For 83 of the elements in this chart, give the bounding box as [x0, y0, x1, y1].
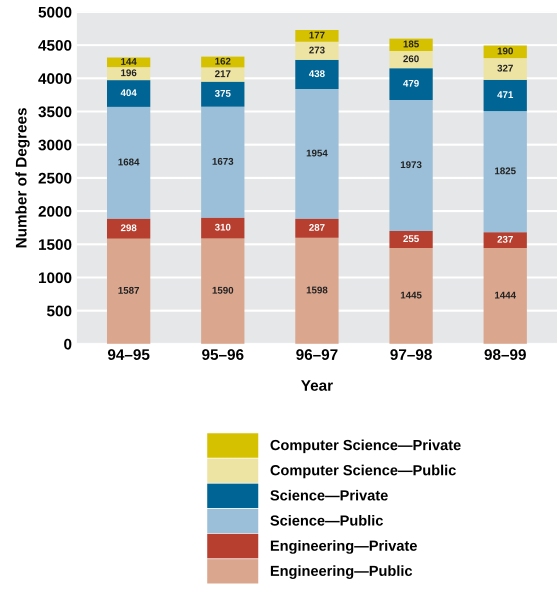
data-label: 1684: [118, 158, 140, 166]
y-tick-label: 3500: [38, 106, 72, 118]
bar: [389, 38, 433, 51]
bar: [484, 232, 527, 248]
legend-label: Science—Private: [270, 490, 388, 501]
data-label: 255: [403, 235, 419, 242]
legend-label: Engineering—Private: [270, 540, 417, 554]
x-tick-label: 94–95: [108, 349, 150, 360]
bar: [389, 248, 433, 344]
data-label: 1673: [212, 158, 234, 165]
data-label: 404: [120, 89, 137, 96]
bar: [106, 106, 150, 219]
bar: [201, 238, 244, 344]
bar: [484, 248, 527, 344]
data-label: 1587: [118, 286, 140, 294]
data-label: 260: [403, 55, 419, 62]
data-label: 375: [214, 90, 231, 97]
data-label: 1973: [400, 161, 422, 168]
bar: [295, 218, 339, 238]
data-label: 471: [497, 91, 514, 98]
y-tick-label: 4500: [38, 40, 72, 51]
data-label: 217: [215, 70, 230, 78]
data-label: 190: [498, 48, 513, 54]
data-label: 1445: [400, 292, 422, 299]
data-label: 1954: [306, 150, 328, 156]
data-label: 237: [497, 236, 513, 243]
bar: [295, 42, 339, 60]
bar: [389, 68, 433, 100]
bar: [106, 67, 150, 80]
y-axis-title: Number of Degrees: [15, 108, 30, 248]
bar: [389, 100, 433, 232]
data-label: 310: [214, 224, 230, 231]
bar: [295, 30, 339, 42]
data-label: 1598: [306, 286, 328, 294]
y-tick-label: 3000: [38, 140, 72, 150]
y-tick-label: 4000: [38, 73, 72, 84]
bar: [484, 111, 527, 232]
x-tick-label: 96–97: [296, 349, 338, 360]
bar: [201, 106, 244, 218]
data-label: 162: [215, 58, 231, 65]
data-label: 1590: [212, 286, 234, 294]
bar: [106, 80, 150, 107]
y-tick-label: 5000: [38, 6, 72, 18]
bar: [484, 58, 527, 80]
data-label: 438: [308, 70, 325, 78]
bar: [389, 231, 433, 248]
bar: [295, 238, 339, 344]
x-tick-label: 98–99: [484, 349, 526, 360]
x-tick-label: 97–98: [390, 349, 432, 360]
bar: [295, 89, 339, 219]
data-label: 1444: [495, 292, 516, 298]
y-tick-label: 1000: [38, 272, 72, 284]
legend-label: Engineering—Public: [270, 565, 412, 579]
bar: [295, 60, 339, 90]
bar: [201, 82, 244, 107]
bar: [106, 238, 150, 344]
legend-label: Computer Science—Public: [270, 464, 456, 478]
data-label: 298: [120, 224, 136, 232]
bar: [484, 80, 527, 112]
data-label: 177: [309, 32, 325, 38]
bar: [106, 218, 150, 239]
data-label: 196: [121, 69, 136, 76]
bar: [201, 67, 244, 82]
y-tick-label: 2000: [38, 206, 72, 217]
data-label: 327: [497, 64, 513, 72]
data-label: 185: [404, 40, 419, 48]
data-label: 287: [309, 224, 325, 231]
y-tick-label: 500: [46, 306, 72, 316]
legend-label: Computer Science—Private: [270, 440, 461, 454]
data-label: 1825: [495, 167, 516, 174]
data-label: 479: [403, 80, 419, 87]
y-tick-label: 2500: [38, 172, 72, 184]
bar: [201, 56, 244, 68]
y-tick-label: 1500: [38, 239, 72, 250]
y-tick-label: 0: [64, 338, 72, 350]
data-label: 144: [121, 58, 137, 65]
bar: [389, 50, 433, 68]
legend-label: Science—Public: [270, 514, 383, 526]
x-axis-title: Year: [301, 380, 333, 391]
x-tick-label: 95–96: [202, 349, 244, 360]
bar: [484, 46, 527, 58]
bar: [201, 218, 244, 238]
data-label: 273: [309, 46, 325, 54]
